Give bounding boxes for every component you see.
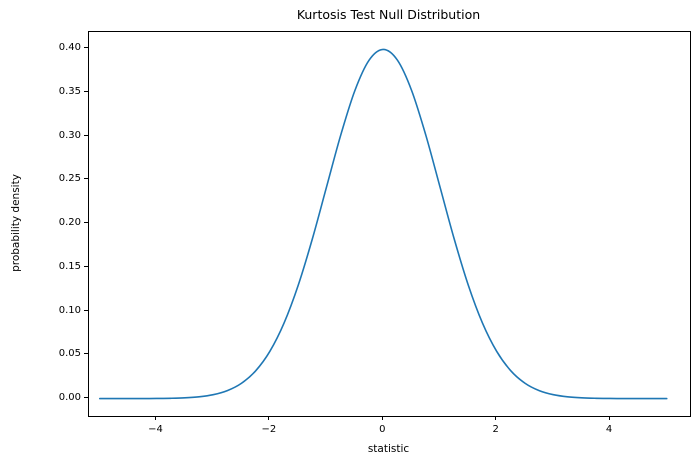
y-tick-label: 0.20 — [58, 217, 81, 229]
x-tick-label: −4 — [148, 424, 163, 435]
y-tick-mark — [84, 397, 88, 399]
x-tick-mark — [381, 416, 383, 420]
y-tick-label: 0.00 — [58, 392, 81, 404]
y-tick-label: 0.30 — [58, 129, 81, 141]
y-axis-label: probability density — [10, 174, 22, 272]
y-tick-label: 0.15 — [58, 260, 81, 272]
x-tick-mark — [268, 416, 270, 420]
y-tick-mark — [84, 309, 88, 311]
y-tick-mark — [84, 222, 88, 224]
curve-path — [98, 48, 668, 400]
y-tick-mark — [84, 353, 88, 355]
y-tick-mark — [84, 265, 88, 267]
y-tick-label: 0.25 — [58, 173, 81, 185]
y-tick-mark — [84, 90, 88, 92]
x-tick-label: 4 — [605, 424, 613, 435]
x-axis-label: statistic — [367, 443, 410, 455]
y-tick-mark — [84, 178, 88, 180]
y-tick-label: 0.35 — [58, 85, 81, 97]
plot-area — [88, 31, 691, 417]
x-tick-label: 2 — [492, 424, 499, 435]
chart-title: Kurtosis Test Null Distribution — [296, 7, 481, 22]
x-tick-mark — [608, 416, 610, 420]
y-tick-label: 0.05 — [58, 348, 81, 360]
x-tick-mark — [495, 416, 497, 420]
x-tick-mark — [154, 416, 156, 420]
y-tick-mark — [84, 134, 88, 136]
x-tick-label: 0 — [379, 424, 386, 435]
x-tick-label: −2 — [261, 424, 277, 435]
y-tick-label: 0.10 — [58, 304, 81, 316]
y-tick-mark — [84, 47, 88, 49]
plot-canvas — [98, 48, 668, 400]
y-tick-label: 0.40 — [58, 42, 81, 54]
